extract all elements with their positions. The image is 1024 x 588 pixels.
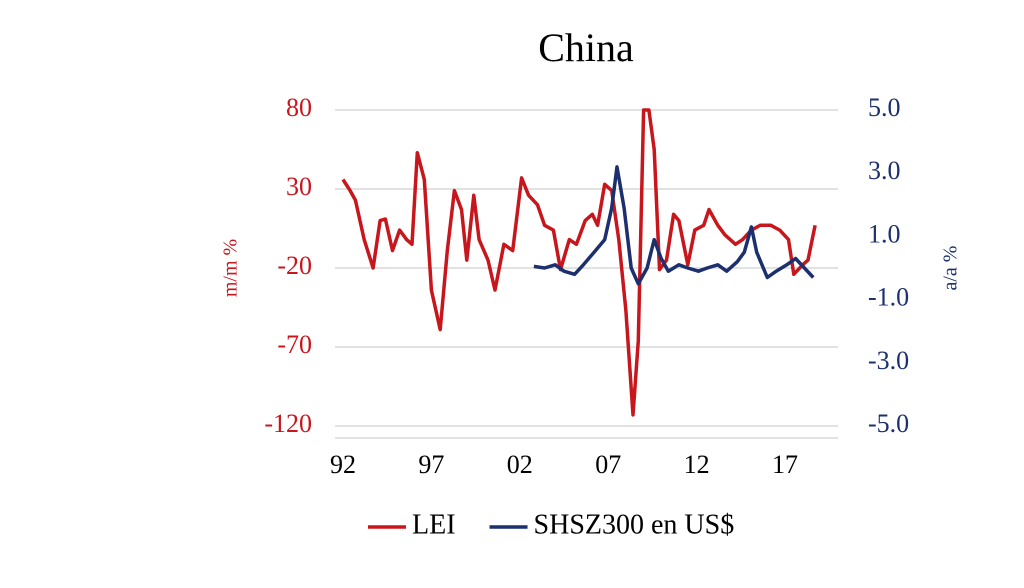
y-tick-label: -120: [264, 409, 312, 438]
x-tick-label: 92: [330, 450, 356, 479]
x-tick-label: 02: [507, 450, 533, 479]
legend-label: SHSZ300 en US$: [534, 509, 735, 540]
y-tick-label: 80: [286, 93, 312, 122]
y2-tick-label: -1.0: [868, 283, 909, 312]
y2-tick-label: -3.0: [868, 346, 909, 375]
line-series: [341, 108, 817, 417]
x-tick-label: 12: [684, 450, 710, 479]
y2-tick-label: 5.0: [868, 93, 901, 122]
y-tick-label: 30: [286, 172, 312, 201]
y2-tick-label: -5.0: [868, 409, 909, 438]
x-tick-label: 97: [418, 450, 444, 479]
y2-tick-label: 3.0: [868, 156, 901, 185]
x-tick-label: 17: [772, 450, 798, 479]
y-tick-label: -20: [277, 251, 312, 280]
line-series: [533, 165, 815, 286]
y2-tick-label: 1.0: [868, 219, 901, 248]
x-tick-label: 07: [595, 450, 621, 479]
chart-title: China: [538, 25, 634, 70]
y-tick-label: -70: [277, 330, 312, 359]
y-axis-label: m/m %: [220, 239, 242, 297]
legend-label: LEI: [412, 509, 456, 540]
y2-axis-label: a/a %: [940, 246, 962, 291]
